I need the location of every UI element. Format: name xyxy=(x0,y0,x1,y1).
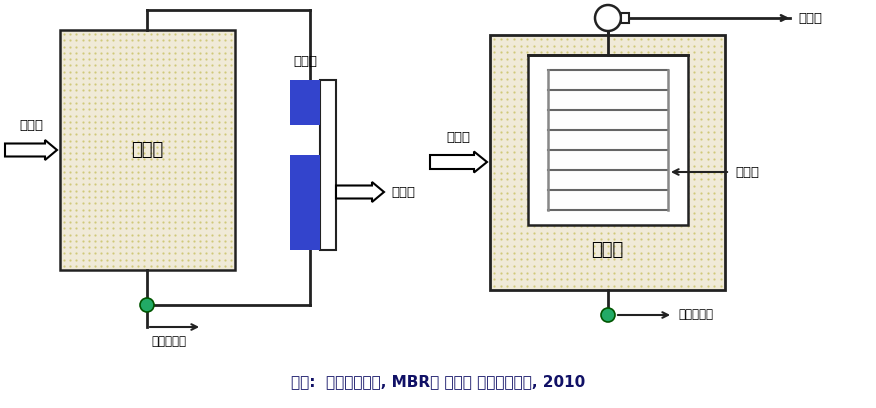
Text: 반응조: 반응조 xyxy=(131,141,164,159)
Bar xyxy=(320,80,336,250)
Text: 유출수: 유출수 xyxy=(798,11,822,24)
Polygon shape xyxy=(5,140,57,160)
Text: 반응조: 반응조 xyxy=(591,241,624,259)
Text: 유출수: 유출수 xyxy=(391,186,415,199)
Bar xyxy=(528,55,688,225)
Text: 잉여슬러지: 잉여슬러지 xyxy=(678,308,713,322)
Text: 자료:  첨단환경기술, MBR을 이용한 하수고도처리, 2010: 자료: 첨단환경기술, MBR을 이용한 하수고도처리, 2010 xyxy=(291,375,585,390)
Text: 분리막: 분리막 xyxy=(735,166,759,179)
Circle shape xyxy=(601,308,615,322)
Bar xyxy=(290,80,320,125)
Polygon shape xyxy=(430,151,487,173)
Text: 유입수: 유입수 xyxy=(446,131,470,144)
Bar xyxy=(290,155,320,250)
Text: 분리막: 분리막 xyxy=(293,55,317,68)
Text: 유입수: 유입수 xyxy=(19,119,43,132)
Circle shape xyxy=(140,298,154,312)
Circle shape xyxy=(595,5,621,31)
Bar xyxy=(490,35,725,290)
Bar xyxy=(621,13,629,23)
Text: 잉여슬러지: 잉여슬러지 xyxy=(152,335,187,348)
Bar xyxy=(60,30,235,270)
Polygon shape xyxy=(336,182,384,202)
